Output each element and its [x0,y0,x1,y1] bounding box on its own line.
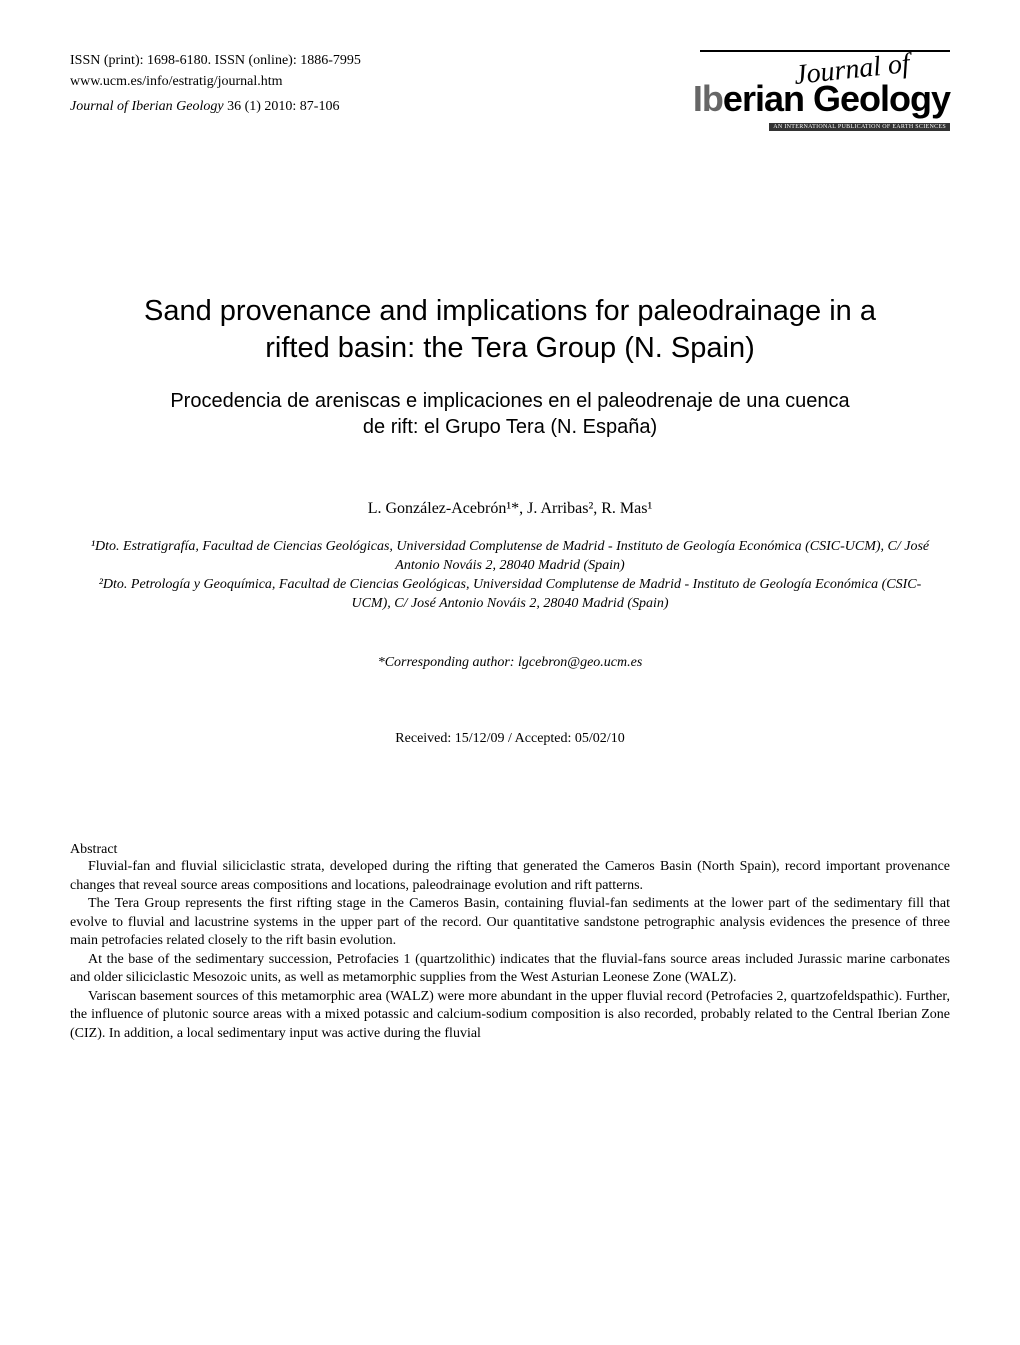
header-row: ISSN (print): 1698-6180. ISSN (online): … [70,50,950,133]
citation-volume: 36 (1) 2010: 87-106 [224,99,340,114]
abstract-p1: Fluvial-fan and fluvial siliciclastic st… [70,858,950,895]
title-line2: rifted basin: the Tera Group (N. Spain) [265,332,755,364]
citation: Journal of Iberian Geology 36 (1) 2010: … [70,96,361,117]
authors: L. González-Acebrón¹*, J. Arribas², R. M… [70,500,950,518]
abstract-body: Fluvial-fan and fluvial siliciclastic st… [70,858,950,1043]
logo-tagline: AN INTERNATIONAL PUBLICATION OF EARTH SC… [769,123,950,131]
subtitle-line2: de rift: el Grupo Tera (N. España) [363,416,657,438]
title-line1: Sand provenance and implications for pal… [144,295,876,327]
logo-rule [700,50,950,52]
issn-line: ISSN (print): 1698-6180. ISSN (online): … [70,50,361,71]
affiliation-2: ²Dto. Petrología y Geoquímica, Facultad … [90,576,930,614]
article-title: Sand provenance and implications for pal… [70,293,950,366]
received-accepted-dates: Received: 15/12/09 / Accepted: 05/02/10 [70,731,950,747]
logo-prefix: Ib [693,78,723,119]
affiliations: ¹Dto. Estratigrafía, Facultad de Ciencia… [70,538,950,614]
journal-logo: Journal of Iberian Geology AN INTERNATIO… [693,50,950,133]
subtitle-line1: Procedencia de areniscas e implicaciones… [170,390,849,412]
citation-journal: Journal of Iberian Geology [70,99,224,114]
abstract-p4: Variscan basement sources of this metamo… [70,988,950,1043]
abstract-p3: At the base of the sedimentary successio… [70,951,950,988]
corresponding-author: *Corresponding author: lgcebron@geo.ucm.… [70,655,950,671]
left-header: ISSN (print): 1698-6180. ISSN (online): … [70,50,361,117]
article-subtitle: Procedencia de areniscas e implicaciones… [70,388,950,440]
abstract-p2: The Tera Group represents the first rift… [70,895,950,950]
url-line: www.ucm.es/info/estratig/journal.htm [70,71,361,92]
abstract-heading: Abstract [70,842,950,858]
affiliation-1: ¹Dto. Estratigrafía, Facultad de Ciencia… [90,538,930,576]
